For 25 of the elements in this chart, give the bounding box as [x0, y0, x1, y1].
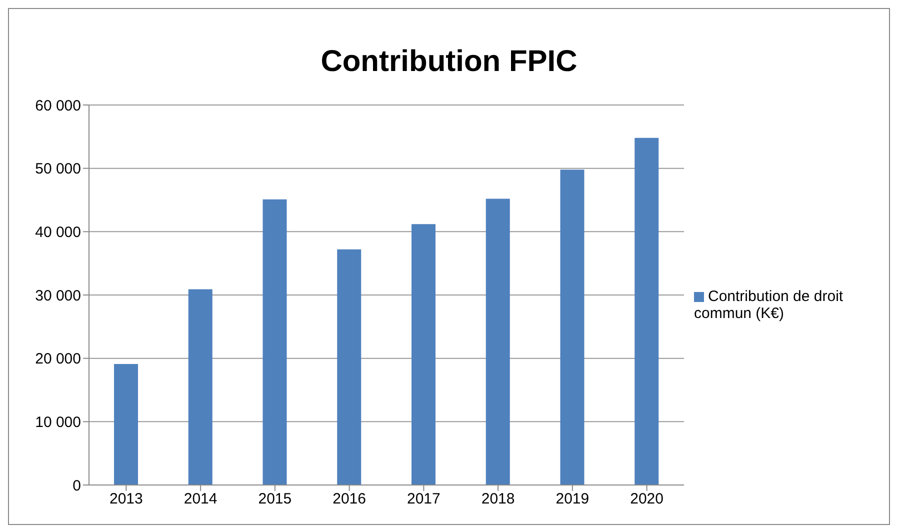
- x-tick-label: 2017: [407, 490, 440, 508]
- bar: [114, 364, 138, 485]
- y-tick-label: 20 000: [35, 350, 81, 368]
- x-tick-label: 2015: [258, 490, 292, 508]
- y-tick-label: 10 000: [35, 414, 81, 431]
- x-tick-label: 2020: [630, 490, 664, 508]
- bar: [262, 199, 287, 485]
- x-tick-label: 2013: [110, 490, 143, 508]
- bar: [634, 138, 659, 485]
- chart-title: Contribution FPIC: [320, 45, 578, 80]
- bar: [188, 289, 212, 485]
- legend-label: Contribution de droit commun (K€): [694, 288, 844, 322]
- x-tick-label: 2014: [184, 490, 218, 508]
- y-tick-label: 40 000: [35, 224, 81, 241]
- bar: [486, 198, 510, 485]
- x-tick-label: 2016: [332, 490, 366, 508]
- y-tick-label: 60 000: [35, 97, 81, 114]
- bar: [412, 224, 436, 485]
- y-tick-label: 30 000: [35, 287, 81, 304]
- x-tick-label: 2018: [481, 490, 515, 508]
- bar: [337, 249, 362, 485]
- bar: [560, 170, 584, 485]
- y-tick-label: 0: [72, 477, 81, 494]
- x-tick-label: 2019: [556, 490, 590, 508]
- y-tick-label: 50 000: [35, 160, 81, 178]
